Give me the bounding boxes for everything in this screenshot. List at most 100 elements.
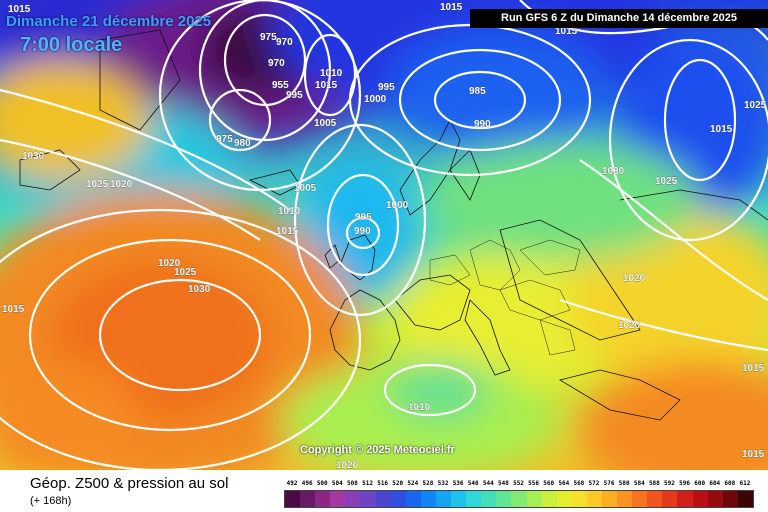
isobar-label: 1010: [320, 68, 343, 79]
colorscale-tick: 496: [301, 480, 313, 487]
isobar-label: 1025: [655, 176, 678, 187]
isobar-label: 1020: [158, 258, 181, 269]
colorscale-tick: 536: [452, 480, 464, 487]
colorscale-tick: 596: [679, 480, 690, 487]
colorscale-swatch: [330, 491, 346, 507]
colorscale-tick: 604: [709, 480, 721, 487]
isobar-label: 1005: [294, 183, 317, 194]
colorscale-tick: 500: [316, 480, 328, 487]
isobar-label: 990: [354, 226, 371, 237]
map-svg: 1015 975 970 970 955 995 1010 1015 1005 …: [0, 0, 768, 470]
colorscale-tick: 600: [694, 480, 706, 487]
isobar-label: 1015: [555, 26, 578, 37]
colorscale-tick: 544: [482, 480, 494, 487]
isobar-label: 1030: [22, 151, 45, 162]
colorscale-tick: 520: [392, 480, 404, 487]
colorscale-tick: 492: [286, 480, 298, 487]
colorscale-swatch: [300, 491, 316, 507]
isobar-label: 1000: [386, 200, 409, 211]
z500-shading: [0, 0, 768, 470]
colorscale-swatch: [571, 491, 587, 507]
colorscale-tick: 608: [724, 480, 736, 487]
colorscale-tick: 612: [739, 480, 751, 487]
colorscale-tick: 552: [513, 480, 524, 487]
isobar-labels: 1015 975 970 970 955 995 1010 1015 1005 …: [2, 2, 767, 470]
forecast-range: (+ 168h): [30, 495, 72, 507]
isobar-label: 1015: [315, 80, 338, 91]
colorscale-tick: 584: [633, 480, 645, 487]
isobar-label: 1020: [110, 179, 133, 190]
colorscale-tick: 592: [664, 480, 675, 487]
colorscale-swatch: [375, 491, 391, 507]
isobar-label: 1015: [742, 363, 765, 374]
colorscale-swatch: [601, 491, 618, 507]
colorscale-swatch: [496, 491, 512, 507]
isobar-label: 955: [272, 80, 289, 91]
weather-map: 1015 975 970 970 955 995 1010 1015 1005 …: [0, 0, 768, 470]
colorscale-tick: 576: [603, 480, 615, 487]
copyright: Copyright © 2025 Meteociel.fr: [300, 444, 455, 456]
colorscale-swatch: [345, 491, 361, 507]
colorscale-swatch: [315, 491, 331, 507]
colorscale-swatch: [360, 491, 376, 507]
colorscale-swatch: [556, 491, 572, 507]
colorscale-tick: 556: [528, 480, 540, 487]
colorscale-tick: 568: [573, 480, 585, 487]
colorscale-swatch: [662, 491, 678, 507]
isobar-label: 1005: [314, 118, 337, 129]
isobar-label: 995: [378, 82, 395, 93]
isobar-label: 995: [355, 212, 372, 223]
isobar-label: 990: [474, 119, 491, 130]
isobar-label: 1000: [364, 94, 387, 105]
isobar-label: 1020: [618, 320, 641, 331]
isobar-label: 1015: [8, 4, 31, 15]
isobar-label: 1015: [440, 2, 463, 13]
forecast-time: 7:00 locale: [20, 34, 123, 56]
colorscale-swatch: [451, 491, 467, 507]
colorscale-tick: 564: [558, 480, 570, 487]
colorscale-tick: 504: [331, 480, 343, 487]
isobar-label: 1015: [2, 304, 25, 315]
colorscale-swatch: [541, 491, 557, 507]
colorscale-swatch: [511, 491, 527, 507]
borders: [429, 239, 581, 356]
colorscale-swatch: [722, 491, 738, 507]
isobar-label: 1020: [623, 273, 646, 284]
colorscale-swatch: [677, 491, 693, 507]
colorscale-swatch: [526, 491, 542, 507]
colorscale-tick: 580: [618, 480, 630, 487]
isobar-label: 1025: [174, 267, 197, 278]
isobar-label: 970: [276, 37, 293, 48]
colorscale-swatch: [435, 491, 452, 507]
colorscale-swatch: [285, 491, 301, 507]
map-title: Géop. Z500 & pression au sol: [30, 475, 229, 492]
isobar-label: 1015: [742, 449, 765, 460]
isobar-label: 1015: [276, 226, 299, 237]
isobar-label: 1020: [336, 460, 359, 470]
colorscale-tick: 528: [422, 480, 434, 487]
isobar-label: 970: [268, 58, 285, 69]
forecast-date: Dimanche 21 décembre 2025: [6, 13, 212, 30]
colorscale-swatch: [632, 491, 648, 507]
colorscale-swatch: [466, 491, 482, 507]
colorscale-tick: 532: [437, 480, 449, 487]
colorscale-swatch: [737, 491, 753, 507]
colorscale-swatch: [405, 491, 421, 507]
isobar-label: 980: [234, 138, 251, 149]
colorscale-tick: 540: [467, 480, 479, 487]
colorscale-tick: 512: [362, 480, 373, 487]
isobar-label: 1030: [188, 284, 211, 295]
isobar-label: 1025: [86, 179, 109, 190]
isobar-label: 975: [260, 32, 277, 43]
colorscale-tick: 508: [347, 480, 358, 487]
isobar-label: 975: [216, 134, 233, 145]
isobar-label: 1015: [710, 124, 733, 135]
colorscale-tick: 524: [407, 480, 419, 487]
isobar-label: 985: [469, 86, 486, 97]
colorscale-swatch: [692, 491, 708, 507]
colorscale-swatch: [390, 491, 406, 507]
colorscale-swatch: [586, 491, 602, 507]
isobar-label: 1010: [278, 206, 301, 217]
colorscale-swatch: [707, 491, 723, 507]
colorscale-bar: [284, 490, 754, 508]
